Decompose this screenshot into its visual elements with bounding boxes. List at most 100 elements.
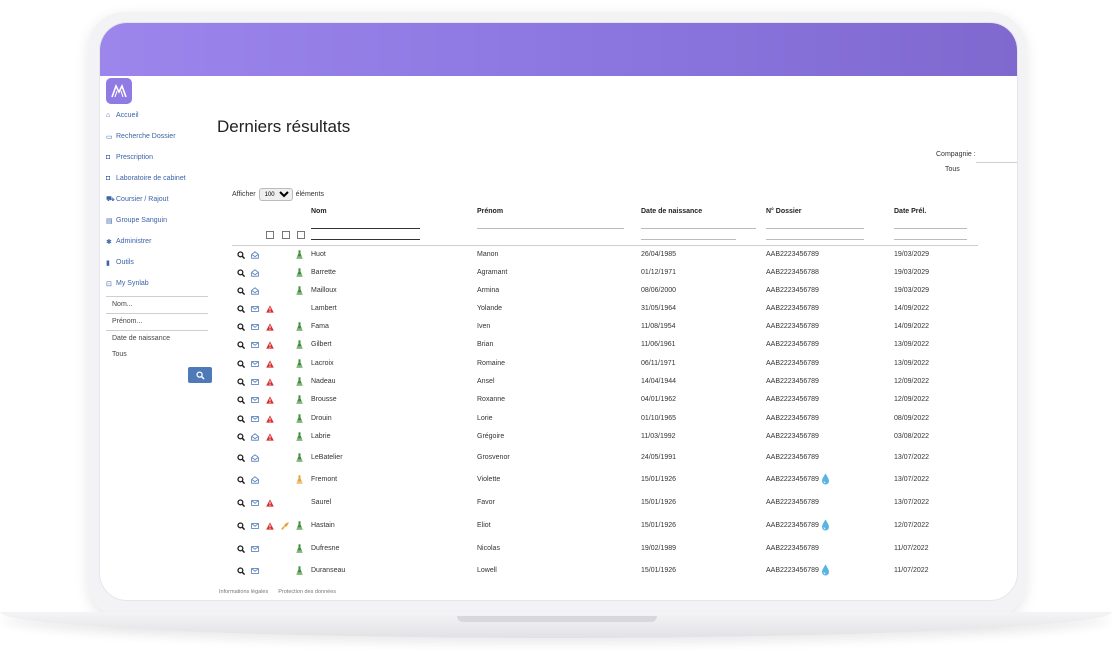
search-icon[interactable]	[237, 476, 245, 484]
sidebar-item-administrer[interactable]: ✱ Administrer	[106, 231, 216, 252]
search-icon[interactable]	[237, 415, 245, 423]
filter-date-prel-input[interactable]	[894, 228, 967, 229]
search-icon[interactable]	[237, 499, 245, 507]
filter-date-input[interactable]	[641, 228, 756, 229]
column-header-date-prel[interactable]: Date Prél.	[894, 208, 927, 215]
sidebar-item-laboratoire-de-cabinet[interactable]: ◘ Laboratoire de cabinet	[106, 168, 216, 189]
cell-nom[interactable]: Lacroix	[311, 360, 334, 367]
search-icon[interactable]	[237, 545, 245, 553]
search-button[interactable]	[188, 367, 212, 383]
filter-date-prel-input-2[interactable]	[894, 239, 967, 240]
cell-nom[interactable]: Huot	[311, 251, 326, 258]
mail-icon[interactable]	[251, 323, 259, 331]
mail-open-icon[interactable]	[251, 287, 259, 295]
table-row[interactable]: Saurel Favor 15/01/1926 AAB2223456789 13/07/…	[100, 494, 1017, 512]
search-icon[interactable]	[237, 287, 245, 295]
search-icon[interactable]	[237, 360, 245, 368]
search-date-field[interactable]: Date de naissance	[106, 330, 208, 347]
table-row[interactable]: Drouin Lorie 01/10/1965 AAB2223456789 08/09/…	[100, 410, 1017, 428]
column-header-dossier[interactable]: N° Dossier	[766, 208, 802, 215]
mail-icon[interactable]	[251, 360, 259, 368]
cell-nom[interactable]: Mailloux	[311, 287, 337, 294]
search-icon[interactable]	[237, 396, 245, 404]
cell-nom[interactable]: Labrie	[311, 433, 331, 440]
mail-open-icon[interactable]	[251, 476, 259, 484]
table-row[interactable]: Lambert Yolande 31/05/1964 AAB2223456789 14/…	[100, 300, 1017, 318]
column-header-prenom[interactable]: Prénom	[477, 208, 504, 215]
filter-prenom-input[interactable]	[477, 228, 624, 229]
search-icon[interactable]	[237, 305, 245, 313]
search-icon[interactable]	[237, 522, 245, 530]
mail-open-icon[interactable]	[251, 433, 259, 441]
sidebar-item-outils[interactable]: ▮ Outils	[106, 252, 216, 273]
mail-open-icon[interactable]	[251, 269, 259, 277]
column-header-date-naissance[interactable]: Date de naissance	[641, 208, 703, 215]
page-length-select[interactable]: 100	[258, 188, 293, 201]
mail-icon[interactable]	[251, 378, 259, 386]
cell-nom[interactable]: Saurel	[311, 499, 332, 506]
filter-dossier-input[interactable]	[766, 228, 864, 229]
filter-nom-input[interactable]	[311, 228, 420, 229]
sidebar-item-my-synlab[interactable]: ⊡ My Synlab	[106, 273, 216, 294]
table-row[interactable]: Brousse Roxanne 04/01/1962 AAB2223456789 12/…	[100, 391, 1017, 409]
search-icon[interactable]	[237, 323, 245, 331]
footer-legal-link[interactable]: Informations légales	[219, 589, 269, 595]
filter-nom-input-2[interactable]	[311, 239, 420, 240]
search-nom-field[interactable]: Nom...	[106, 296, 208, 313]
column-header-nom[interactable]: Nom	[311, 208, 327, 215]
search-icon[interactable]	[237, 567, 245, 575]
table-row[interactable]: Labrie Grégoire 11/03/1992 AAB2223456789 03/…	[100, 428, 1017, 446]
cell-nom[interactable]: Gilbert	[311, 341, 332, 348]
mail-icon[interactable]	[251, 415, 259, 423]
cell-nom[interactable]: Drouin	[311, 415, 332, 422]
mail-icon[interactable]	[251, 567, 259, 575]
table-row[interactable]: Fama Iven 11/08/1954 AAB2223456789 14/09/202…	[100, 318, 1017, 336]
table-row[interactable]: Dufresne Nicolas 19/02/1989 AAB2223456789 11…	[100, 540, 1017, 558]
filter-checkbox-alert[interactable]	[282, 231, 290, 239]
mail-icon[interactable]	[251, 499, 259, 507]
search-prenom-field[interactable]: Prénom...	[106, 313, 208, 330]
search-tous-select[interactable]: Tous	[112, 351, 127, 358]
cell-nom[interactable]: Duranseau	[311, 567, 346, 574]
mail-icon[interactable]	[251, 341, 259, 349]
search-icon[interactable]	[237, 251, 245, 259]
cell-nom[interactable]: Brousse	[311, 396, 337, 403]
filter-checkbox-mail[interactable]	[266, 231, 274, 239]
mail-icon[interactable]	[251, 305, 259, 313]
sidebar-item-groupe-sanguin[interactable]: ▤ Groupe Sanguin	[106, 210, 216, 231]
search-icon[interactable]	[237, 341, 245, 349]
cell-nom[interactable]: Dufresne	[311, 545, 340, 552]
cell-nom[interactable]: Lambert	[311, 305, 337, 312]
table-row[interactable]: Gilbert Brian 11/06/1961 AAB2223456789 13/09…	[100, 336, 1017, 354]
table-row[interactable]: LeBatelier Grosvenor 24/05/1991 AAB22234567…	[100, 449, 1017, 467]
table-row[interactable]: Duranseau Lowell 15/01/1926 AAB2223456789 11…	[100, 562, 1017, 580]
search-icon[interactable]	[237, 269, 245, 277]
mail-icon[interactable]	[251, 396, 259, 404]
footer-privacy-link[interactable]: Protection des données	[278, 589, 337, 595]
search-icon[interactable]	[237, 378, 245, 386]
cell-nom[interactable]: LeBatelier	[311, 454, 343, 461]
mail-icon[interactable]	[251, 545, 259, 553]
search-icon[interactable]	[237, 454, 245, 462]
sidebar-item-coursier-rajout[interactable]: ⛟ Coursier / Rajout	[106, 189, 216, 210]
cell-nom[interactable]: Nadeau	[311, 378, 336, 385]
filter-date-input-2[interactable]	[641, 239, 736, 240]
compagnie-select[interactable]: Tous	[945, 166, 960, 173]
table-row[interactable]: Lacroix Romaine 06/11/1971 AAB2223456789 13/…	[100, 355, 1017, 373]
cell-nom[interactable]: Fama	[311, 323, 329, 330]
sidebar-item-recherche-dossier[interactable]: ▭ Recherche Dossier	[106, 126, 216, 147]
sidebar-item-prescription[interactable]: ◘ Prescription	[106, 147, 216, 168]
mail-open-icon[interactable]	[251, 454, 259, 462]
filter-dossier-input-2[interactable]	[766, 239, 864, 240]
table-row[interactable]: Barrette Agramant 01/12/1971 AAB2223456788 1…	[100, 264, 1017, 282]
sidebar-item-accueil[interactable]: ⌂ Accueil	[106, 105, 216, 126]
app-logo[interactable]	[106, 78, 132, 104]
table-row[interactable]: Nadeau Ansel 14/04/1944 AAB2223456789 12/09/…	[100, 373, 1017, 391]
table-row[interactable]: Hastain Eliot 15/01/1926 AAB2223456789 12/07…	[100, 517, 1017, 535]
search-icon[interactable]	[237, 433, 245, 441]
cell-nom[interactable]: Fremont	[311, 476, 338, 483]
mail-icon[interactable]	[251, 522, 259, 530]
mail-open-icon[interactable]	[251, 251, 259, 259]
filter-checkbox-status[interactable]	[297, 231, 305, 239]
table-row[interactable]: Mailloux Armina 08/06/2000 AAB2223456789 19/…	[100, 282, 1017, 300]
